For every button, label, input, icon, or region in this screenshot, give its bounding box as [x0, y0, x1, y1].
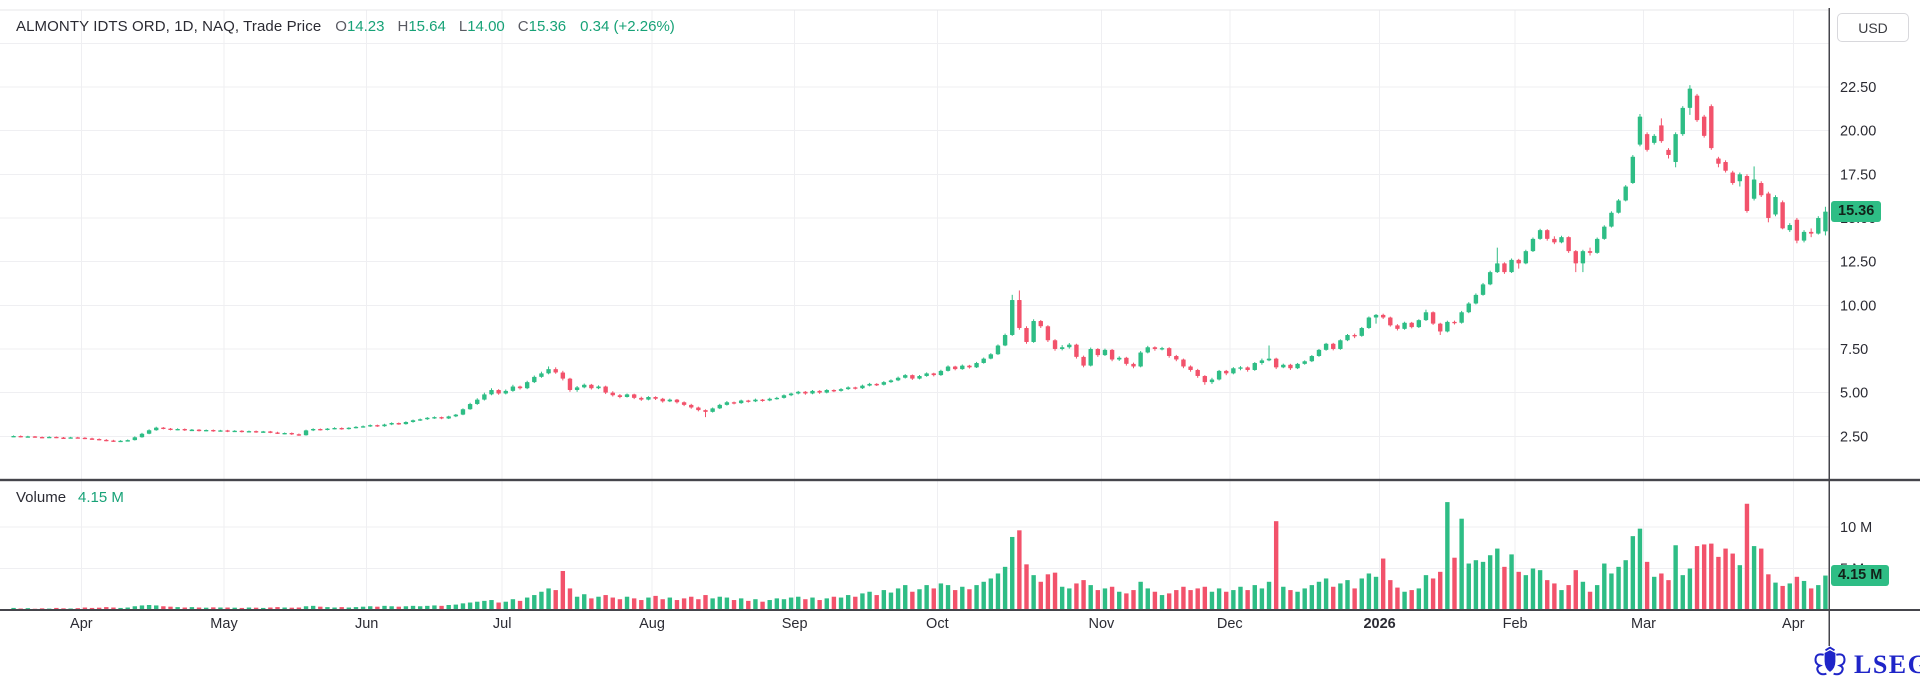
svg-text:Dec: Dec — [1217, 616, 1243, 632]
chart-legend: ALMONTY IDTS ORD, 1D, NAQ, Trade Price O… — [16, 18, 675, 35]
svg-text:Oct: Oct — [926, 616, 949, 632]
svg-text:5.00: 5.00 — [1840, 386, 1868, 402]
candles-layer — [11, 85, 1828, 443]
price-axis-labels[interactable]: 2.505.007.5010.0012.5015.0017.5020.0022.… — [1840, 80, 1876, 445]
svg-text:22.50: 22.50 — [1840, 80, 1876, 96]
svg-text:Aug: Aug — [639, 616, 665, 632]
ohlc-readout: O14.23 H15.64 L14.00 C15.36 — [335, 18, 566, 35]
currency-selector[interactable]: USD — [1837, 13, 1909, 42]
svg-text:17.50: 17.50 — [1840, 167, 1876, 183]
volume-bars-layer — [11, 502, 1828, 610]
volume-panel-header: Volume 4.15 M — [16, 489, 124, 506]
svg-text:10 M: 10 M — [1840, 520, 1872, 536]
lseg-crest-icon — [1812, 646, 1848, 683]
volume-value: 4.15 M — [78, 489, 124, 506]
svg-text:Mar: Mar — [1631, 616, 1656, 632]
panel-frame — [0, 8, 1920, 646]
gridlines — [0, 10, 1829, 610]
svg-text:12.50: 12.50 — [1840, 255, 1876, 271]
close-value: 15.36 — [528, 18, 567, 35]
time-axis-labels[interactable]: Apr May Jun Jul Aug Sep Oct Nov Dec 2026 Feb Mar Apr — [70, 616, 1805, 632]
instrument-title: ALMONTY IDTS ORD, 1D, NAQ, Trade Price — [16, 18, 322, 35]
low-label: L — [458, 18, 468, 35]
open-label: O — [335, 18, 347, 35]
svg-text:Jul: Jul — [493, 616, 512, 632]
svg-text:2026: 2026 — [1363, 616, 1395, 632]
svg-text:Apr: Apr — [1782, 616, 1805, 632]
svg-text:Nov: Nov — [1089, 616, 1116, 632]
currency-label: USD — [1858, 19, 1888, 36]
high-value: 15.64 — [408, 18, 446, 35]
svg-text:20.00: 20.00 — [1840, 124, 1876, 140]
svg-text:7.50: 7.50 — [1840, 342, 1868, 358]
lseg-logo: LSEG — [1812, 646, 1920, 683]
svg-text:Jun: Jun — [355, 616, 378, 632]
svg-text:Apr: Apr — [70, 616, 93, 632]
high-label: H — [397, 18, 409, 35]
close-label: C — [517, 18, 529, 35]
low-value: 14.00 — [467, 18, 505, 35]
svg-text:10.00: 10.00 — [1840, 298, 1876, 314]
open-value: 14.23 — [346, 18, 385, 35]
svg-text:Feb: Feb — [1503, 616, 1528, 632]
svg-text:2.50: 2.50 — [1840, 429, 1868, 445]
change-value: 0.34 (+2.26%) — [580, 18, 675, 35]
last-price-badge: 15.36 — [1831, 200, 1882, 223]
svg-text:May: May — [210, 616, 238, 632]
last-volume-badge: 4.15 M — [1831, 564, 1890, 587]
lseg-wordmark: LSEG — [1854, 649, 1920, 679]
svg-text:Sep: Sep — [782, 616, 808, 632]
volume-label: Volume — [16, 489, 67, 506]
